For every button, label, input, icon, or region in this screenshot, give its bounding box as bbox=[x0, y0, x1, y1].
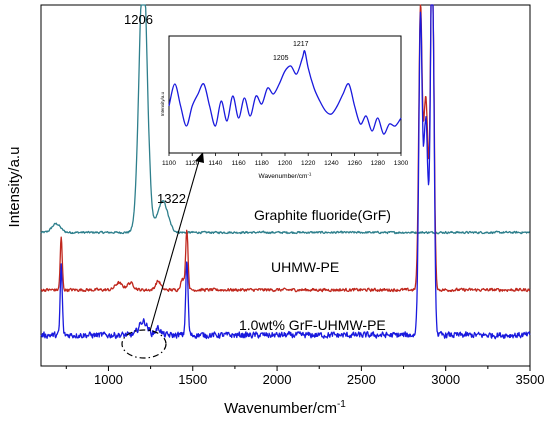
inset-x-axis-ticks: 1100 1120 1140 1160 1180 1200 1220 1240 1260 1280… bbox=[162, 153, 409, 167]
inset-x-tick-label: 1160 bbox=[232, 160, 246, 167]
series-label-uhmwpe: UHMW-PE bbox=[271, 259, 339, 275]
series-label-composite: 1.0wt% GrF-UHMW-PE bbox=[239, 317, 386, 333]
series-line-2 bbox=[40, 4, 531, 340]
inset-x-tick-label: 1120 bbox=[185, 160, 199, 167]
inset-x-axis-label-text: Wavenumber/cm bbox=[259, 173, 308, 180]
inset-series-line bbox=[168, 50, 402, 135]
series-label-grf: Graphite fluoride(GrF) bbox=[254, 207, 391, 223]
x-tick-label: 1500 bbox=[178, 372, 207, 387]
series-line-0 bbox=[40, 4, 530, 235]
inset-x-tick-label: 1140 bbox=[208, 160, 222, 167]
inset-x-axis-label-superscript: -1 bbox=[307, 172, 311, 177]
main-plot-frame bbox=[40, 4, 531, 367]
x-axis-label-text: Wavenumber/cm bbox=[224, 400, 337, 417]
highlight-ellipse bbox=[121, 329, 167, 359]
y-axis-label: Intensity/a.u bbox=[6, 147, 23, 228]
x-tick-label: 3000 bbox=[431, 372, 460, 387]
series-layer bbox=[40, 4, 531, 340]
inset-x-tick-label: 1260 bbox=[347, 160, 362, 167]
x-axis-ticks: 1000 1500 2000 2500 3000 3500 bbox=[65, 366, 545, 387]
inset-x-tick-label: 1300 bbox=[394, 160, 409, 167]
inset-x-tick-label: 1240 bbox=[324, 160, 339, 167]
x-axis-label-superscript: -1 bbox=[337, 399, 346, 410]
inset-peak-label-1205: 1205 bbox=[273, 55, 289, 62]
inset-x-tick-label: 1100 bbox=[162, 160, 176, 167]
inset-peak-label-1217: 1217 bbox=[293, 41, 309, 48]
inset-layer bbox=[168, 50, 402, 135]
inset-x-tick-label: 1180 bbox=[255, 160, 269, 167]
inset-x-tick-label: 1280 bbox=[371, 160, 386, 167]
inset-pointer-arrow bbox=[149, 156, 201, 332]
inset-y-axis-label: Intensity/a.u bbox=[160, 91, 165, 116]
x-tick-label: 2000 bbox=[263, 372, 292, 387]
inset-x-tick-label: 1220 bbox=[301, 160, 316, 167]
x-tick-label: 2500 bbox=[347, 372, 376, 387]
x-tick-label: 3500 bbox=[516, 372, 545, 387]
peak-label-1206: 1206 bbox=[124, 12, 153, 27]
inset-pointer-arrowhead bbox=[195, 152, 204, 163]
inset-x-tick-label: 1200 bbox=[278, 160, 293, 167]
x-axis-label: Wavenumber/cm-1 bbox=[224, 399, 346, 417]
series-line-1 bbox=[40, 4, 531, 293]
x-tick-label: 1000 bbox=[94, 372, 123, 387]
peak-label-1322: 1322 bbox=[157, 191, 186, 206]
inset-x-axis-label: Wavenumber/cm-1 bbox=[259, 172, 312, 181]
inset-frame bbox=[168, 35, 402, 154]
